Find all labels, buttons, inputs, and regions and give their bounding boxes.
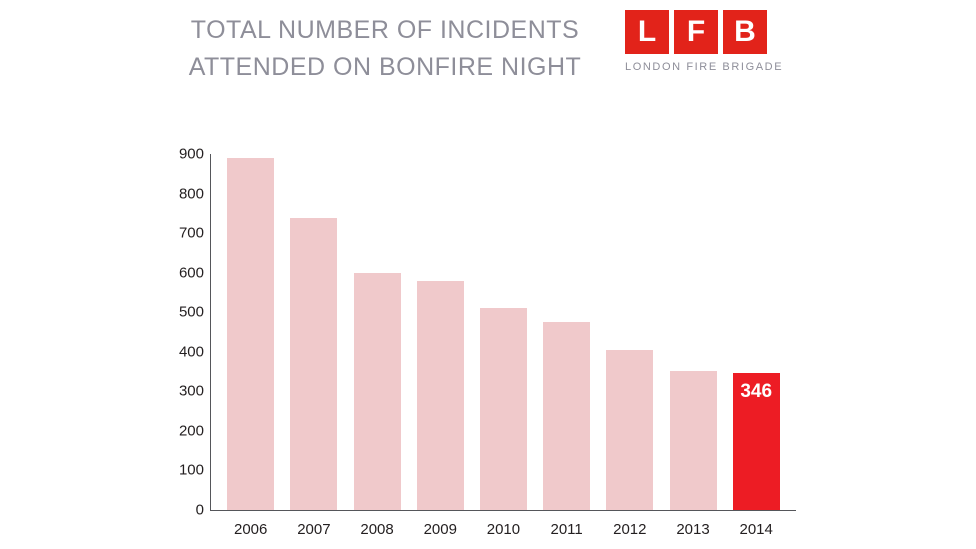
lfb-logo: L F B LONDON FIRE BRIGADE [625,10,784,73]
bar-cell-2014: 346 2014 [732,154,780,538]
chart-title-line1: TOTAL NUMBER OF INCIDENTS [190,16,580,44]
logo-caption: LONDON FIRE BRIGADE [625,61,784,73]
bar-cell-2008: 2008 [353,154,401,538]
y-tick-label-0: 0 [195,501,204,519]
bar-2010 [479,307,527,510]
lfb-logo-squares: L F B [625,10,775,54]
bar-cell-2010: 2010 [479,154,527,538]
bar-2007 [290,218,338,510]
plot-area: 2006 2007 2008 2009 2010 2011 2012 2013 346 2014 [210,154,796,538]
y-tick-label-500: 500 [178,303,204,321]
bars-container: 2006 2007 2008 2009 2010 2011 2012 2013 346 2014 [211,154,796,538]
bar-2013 [669,370,717,510]
x-tick-label-2014: 2014 [739,521,773,538]
bar-2006 [227,157,275,510]
bar-2009 [416,280,464,510]
bar-value-label: 346 [740,381,773,403]
x-tick-label-2010: 2010 [486,521,521,538]
y-tick-label-800: 800 [178,185,204,203]
y-tick-label-600: 600 [178,264,204,282]
bar-cell-2007: 2007 [290,154,338,538]
logo-letter-b: B [723,10,767,54]
y-tick-label-900: 900 [178,145,204,163]
x-tick-label-2011: 2011 [550,521,583,538]
logo-letter-f: F [674,10,718,54]
bar-cell-2013: 2013 [669,154,717,538]
y-tick-label-400: 400 [178,343,204,361]
y-tick-label-700: 700 [178,224,204,242]
chart-title: TOTAL NUMBER OF INCIDENTS ATTENDED ON BO… [105,12,665,86]
bar-chart: 0 100 200 300 400 500 600 700 800 900 2006 2007 200… [160,146,810,538]
x-tick-label-2007: 2007 [297,521,331,538]
bar-2014: 346 [732,373,780,510]
bar-cell-2011: 2011 [543,154,591,538]
y-tick-label-200: 200 [178,422,204,440]
x-tick-label-2012: 2012 [613,521,647,538]
bar-2008 [353,273,401,510]
bar-cell-2009: 2009 [416,154,464,538]
y-axis: 0 100 200 300 400 500 600 700 800 900 [160,146,204,519]
y-tick-label-300: 300 [178,382,204,400]
x-tick-label-2013: 2013 [676,521,710,538]
x-tick-label-2009: 2009 [423,521,457,538]
x-tick-label-2008: 2008 [360,521,394,538]
bar-2011 [543,321,591,510]
y-tick-label-100: 100 [178,461,204,479]
bar-cell-2006: 2006 [227,154,275,538]
bar-2012 [606,349,654,510]
x-tick-label-2006: 2006 [234,521,268,538]
chart-title-line2: ATTENDED ON BONFIRE NIGHT [188,53,582,81]
logo-letter-l: L [625,10,669,54]
bar-cell-2012: 2012 [606,154,654,538]
